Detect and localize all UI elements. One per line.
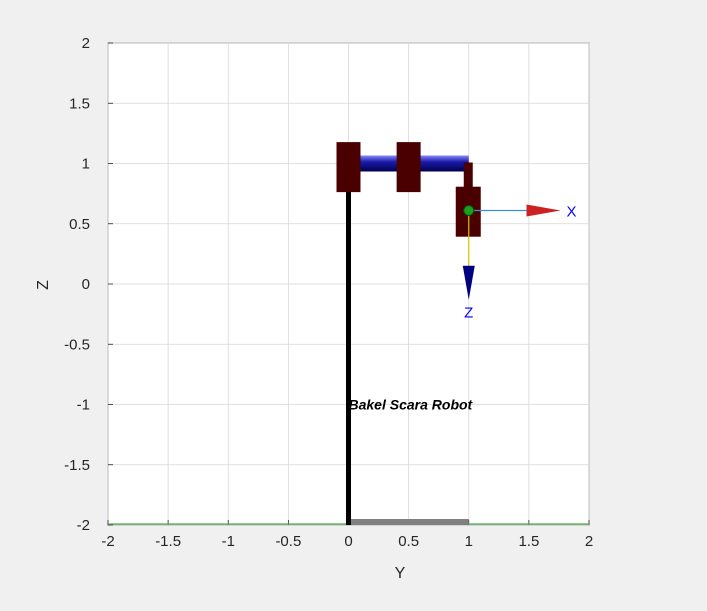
wrist-link xyxy=(463,162,473,193)
y-tick-label: 1 xyxy=(82,156,90,173)
scara-robot: X Z Bakel Scara Robot xyxy=(108,142,589,525)
axis-ticks: -2 -1.5 -1 -0.5 0 0.5 1 1.5 2 2 1.5 1 0.5 0 -0.5 -1 -1.5… xyxy=(64,35,593,550)
x-tick-label: -2 xyxy=(101,533,114,550)
x-tick-label: 0 xyxy=(344,533,352,550)
x-tick-label: 2 xyxy=(585,533,593,550)
x-tick-label: 1 xyxy=(465,533,473,550)
joint-block xyxy=(336,142,361,193)
y-tick-label: 2 xyxy=(82,35,90,52)
x-tick-label: -0.5 xyxy=(275,533,301,550)
frame-x-arrowhead xyxy=(526,204,561,217)
x-tick-label: -1 xyxy=(222,533,235,550)
frame-origin-marker xyxy=(463,204,475,216)
x-axis-label: Y xyxy=(395,565,406,582)
y-axis-label: Z xyxy=(35,280,52,290)
y-tick-label: -1.5 xyxy=(64,457,90,474)
x-tick-label: 1.5 xyxy=(518,533,539,550)
y-tick-label: -1 xyxy=(77,397,90,414)
y-tick-label: 1.5 xyxy=(69,95,90,112)
frame-z-arrowhead xyxy=(462,265,475,300)
robot-annotation: Bakel Scara Robot xyxy=(349,397,474,413)
y-tick-label: 0.5 xyxy=(69,216,90,233)
frame-z-label: Z xyxy=(464,305,473,322)
base-plate xyxy=(348,519,469,525)
x-tick-label: 0.5 xyxy=(398,533,419,550)
joint-block xyxy=(396,142,421,193)
y-tick-label: 0 xyxy=(82,276,90,293)
frame-x-label: X xyxy=(567,203,577,220)
x-tick-label: -1.5 xyxy=(155,533,181,550)
y-tick-label: -2 xyxy=(77,517,90,534)
y-tick-label: -0.5 xyxy=(64,336,90,353)
